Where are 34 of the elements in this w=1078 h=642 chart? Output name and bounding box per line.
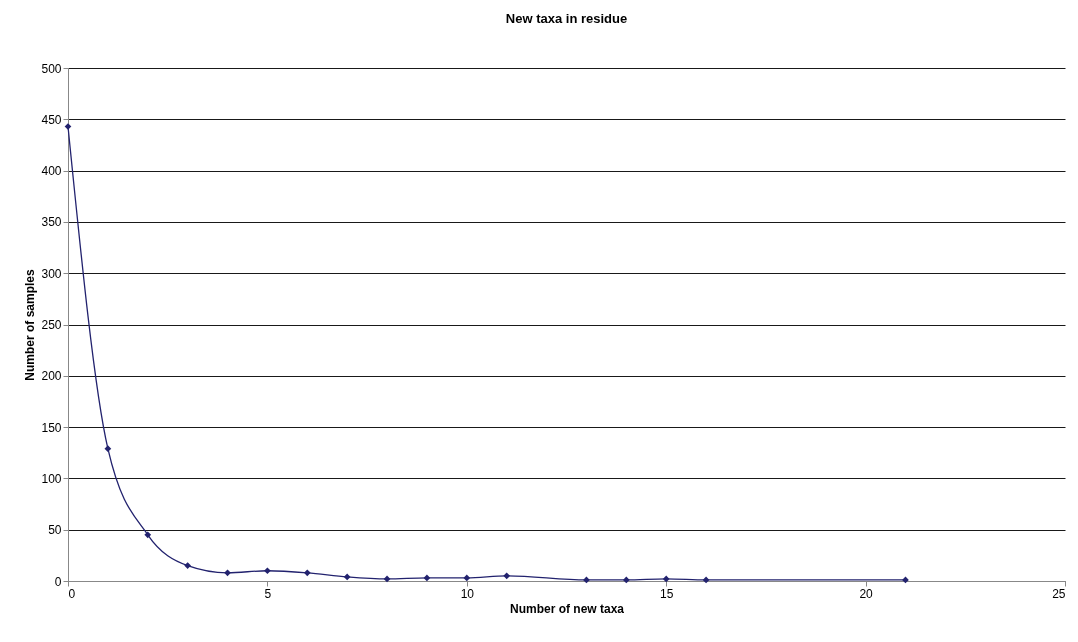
point: [184, 562, 191, 569]
x-tick-label: 15: [660, 586, 674, 601]
y-tick-label: 300: [41, 266, 62, 281]
x-tick-label: 25: [1052, 586, 1066, 601]
point: [463, 574, 471, 582]
y-tick-label: 0: [54, 574, 62, 589]
y-tick-label: 250: [41, 318, 62, 332]
y-tick-label: 50: [48, 523, 62, 538]
y-axis-title: Number of samples: [23, 269, 38, 381]
x-axis-title: Number of new taxa: [509, 601, 625, 616]
x-tick-label: 10: [460, 586, 475, 601]
x-tick-label: 0: [68, 586, 76, 601]
x-tick-label: 20: [859, 586, 874, 601]
point: [622, 576, 630, 584]
y-tick-label: 400: [41, 164, 62, 179]
point: [104, 445, 112, 452]
point: [383, 575, 391, 583]
point: [224, 569, 231, 577]
point: [343, 573, 351, 581]
chart-title: New taxa in residue: [505, 11, 628, 26]
point: [702, 576, 710, 584]
y-tick-label: 500: [41, 61, 62, 76]
y-tick-label: 450: [41, 112, 62, 127]
point: [303, 569, 311, 577]
y-tick-label: 100: [41, 471, 62, 486]
point: [264, 567, 271, 575]
y-tick-label: 350: [41, 215, 62, 230]
point: [503, 572, 511, 580]
point: [423, 574, 431, 582]
y-tick-label: 200: [41, 369, 62, 384]
point: [144, 531, 152, 539]
x-tick-label: 5: [264, 586, 272, 601]
point: [662, 575, 670, 583]
y-tick-label: 150: [41, 420, 62, 435]
